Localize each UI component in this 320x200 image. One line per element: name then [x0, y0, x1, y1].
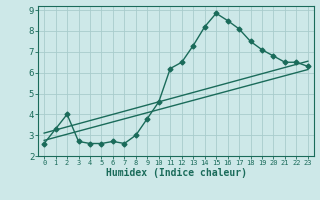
- X-axis label: Humidex (Indice chaleur): Humidex (Indice chaleur): [106, 168, 246, 178]
